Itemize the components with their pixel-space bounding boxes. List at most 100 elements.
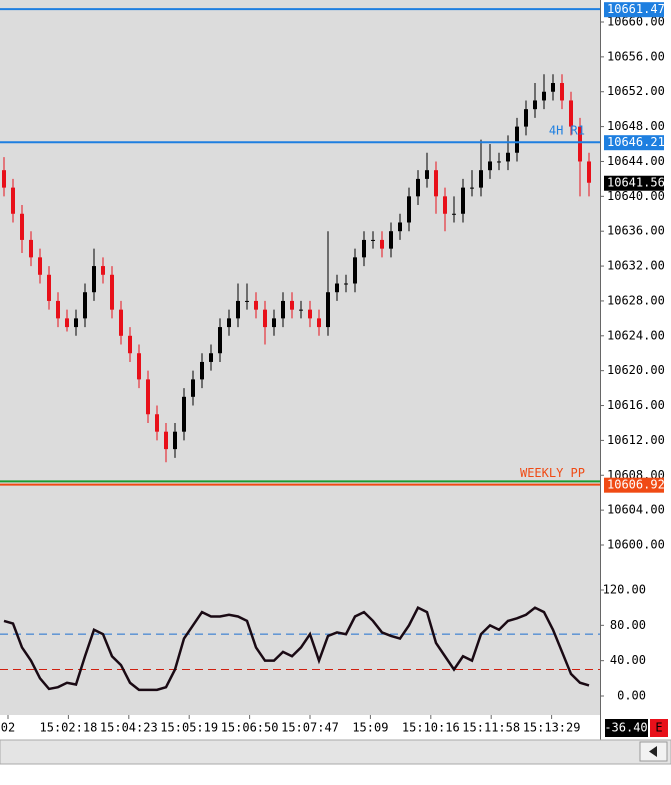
y-tick-label: 10600.00	[607, 538, 665, 552]
candle-body	[146, 379, 150, 415]
candle-body	[209, 353, 213, 362]
osc-value: -36.40	[604, 721, 647, 735]
candle-body	[56, 300, 60, 319]
y-tick-label: 10612.00	[607, 433, 665, 447]
x-tick-label: 15:05:19	[160, 721, 218, 735]
y-tick-label: 10648.00	[607, 119, 665, 133]
candle-body	[524, 109, 528, 127]
osc-tick-label: 80.00	[610, 618, 646, 632]
plot-area	[0, 0, 600, 715]
candle-body	[200, 361, 204, 380]
candle-body	[353, 257, 357, 284]
x-tick-label: 15:13:29	[523, 721, 581, 735]
candle-body	[443, 196, 447, 214]
level-tag	[604, 135, 664, 151]
candle-body	[578, 126, 582, 162]
candle-body	[542, 91, 546, 101]
y-tick-label: 10644.00	[607, 154, 665, 168]
level-tag	[604, 477, 664, 493]
candle-body	[317, 318, 321, 328]
x-tick-label: 15:09	[352, 721, 388, 735]
x-tick-label: 15:06:50	[221, 721, 279, 735]
candle-body	[434, 170, 438, 197]
x-tick-label: 15:02:18	[40, 721, 98, 735]
candle-body	[2, 170, 6, 188]
y-tick-label: 10640.00	[607, 189, 665, 203]
candle-body	[497, 161, 501, 163]
candle-body	[587, 161, 591, 183]
candle-body	[254, 300, 258, 310]
candle-body	[308, 309, 312, 319]
level-tag-label: 10661.47	[607, 2, 665, 16]
y-tick-label: 10652.00	[607, 84, 665, 98]
candle-body	[47, 274, 51, 301]
y-tick-label: 10660.00	[607, 15, 665, 29]
candle-body	[479, 170, 483, 188]
candle-body	[398, 222, 402, 232]
price-axis	[600, 0, 671, 715]
y-tick-label: 10604.00	[607, 503, 665, 517]
candle-body	[128, 335, 132, 354]
candle-body	[326, 292, 330, 328]
candle-body	[245, 300, 249, 302]
candle-body	[335, 283, 339, 293]
candle-body	[173, 431, 177, 450]
candle-body	[218, 327, 222, 354]
osc-tick-label: 120.00	[603, 583, 646, 597]
candle-body	[182, 396, 186, 432]
level-name: 4H R1	[549, 124, 585, 138]
y-tick-label: 10632.00	[607, 259, 665, 273]
candle-body	[569, 100, 573, 127]
y-tick-label: 10628.00	[607, 293, 665, 307]
level-name: WEEKLY PP	[520, 466, 585, 480]
last-price-label: 10641.56	[607, 176, 665, 190]
candle-body	[380, 239, 384, 249]
x-tick-label: 15:04:23	[100, 721, 158, 735]
candle-body	[236, 300, 240, 319]
candle-body	[263, 309, 267, 328]
candle-body	[470, 187, 474, 189]
scroll-arrow	[649, 746, 657, 757]
x-tick-label: 15:07:47	[281, 721, 339, 735]
candle-body	[461, 187, 465, 214]
level-tag-label: 10606.92	[607, 478, 665, 492]
x-tick-label: 02	[1, 721, 15, 735]
oscillator-line	[3, 606, 590, 692]
candle-body	[290, 300, 294, 310]
candle-body	[155, 414, 159, 432]
candle-body	[137, 353, 141, 380]
y-tick-label: 10620.00	[607, 363, 665, 377]
candle-body	[299, 309, 303, 311]
candle-body	[119, 309, 123, 336]
candle-body	[407, 196, 411, 223]
candle-body	[533, 100, 537, 110]
osc-tick-label: 40.00	[610, 653, 646, 667]
candle-body	[425, 170, 429, 179]
candle-body	[92, 266, 96, 293]
candle-body	[29, 239, 33, 258]
candle-body	[416, 178, 420, 197]
candle-body	[65, 318, 69, 328]
osc-value-tag	[605, 719, 648, 737]
candle-body	[281, 300, 285, 319]
candle-body	[74, 318, 78, 328]
y-tick-label: 10616.00	[607, 398, 665, 412]
candle-body	[191, 379, 195, 397]
candle-body	[272, 318, 276, 328]
last-price-tag	[604, 175, 664, 191]
x-tick-label: 15:10:16	[402, 721, 460, 735]
candle-body	[110, 274, 114, 310]
y-tick-label: 10636.00	[607, 224, 665, 238]
y-tick-label: 10656.00	[607, 49, 665, 63]
level-tag	[604, 2, 664, 18]
candle-body	[488, 161, 492, 171]
candle-body	[362, 239, 366, 258]
candle-body	[560, 83, 564, 101]
candle-body	[11, 187, 15, 214]
candle-body	[551, 83, 555, 92]
candle-body	[452, 213, 456, 215]
scrollbar[interactable]	[0, 739, 671, 765]
candle-body	[20, 213, 24, 240]
